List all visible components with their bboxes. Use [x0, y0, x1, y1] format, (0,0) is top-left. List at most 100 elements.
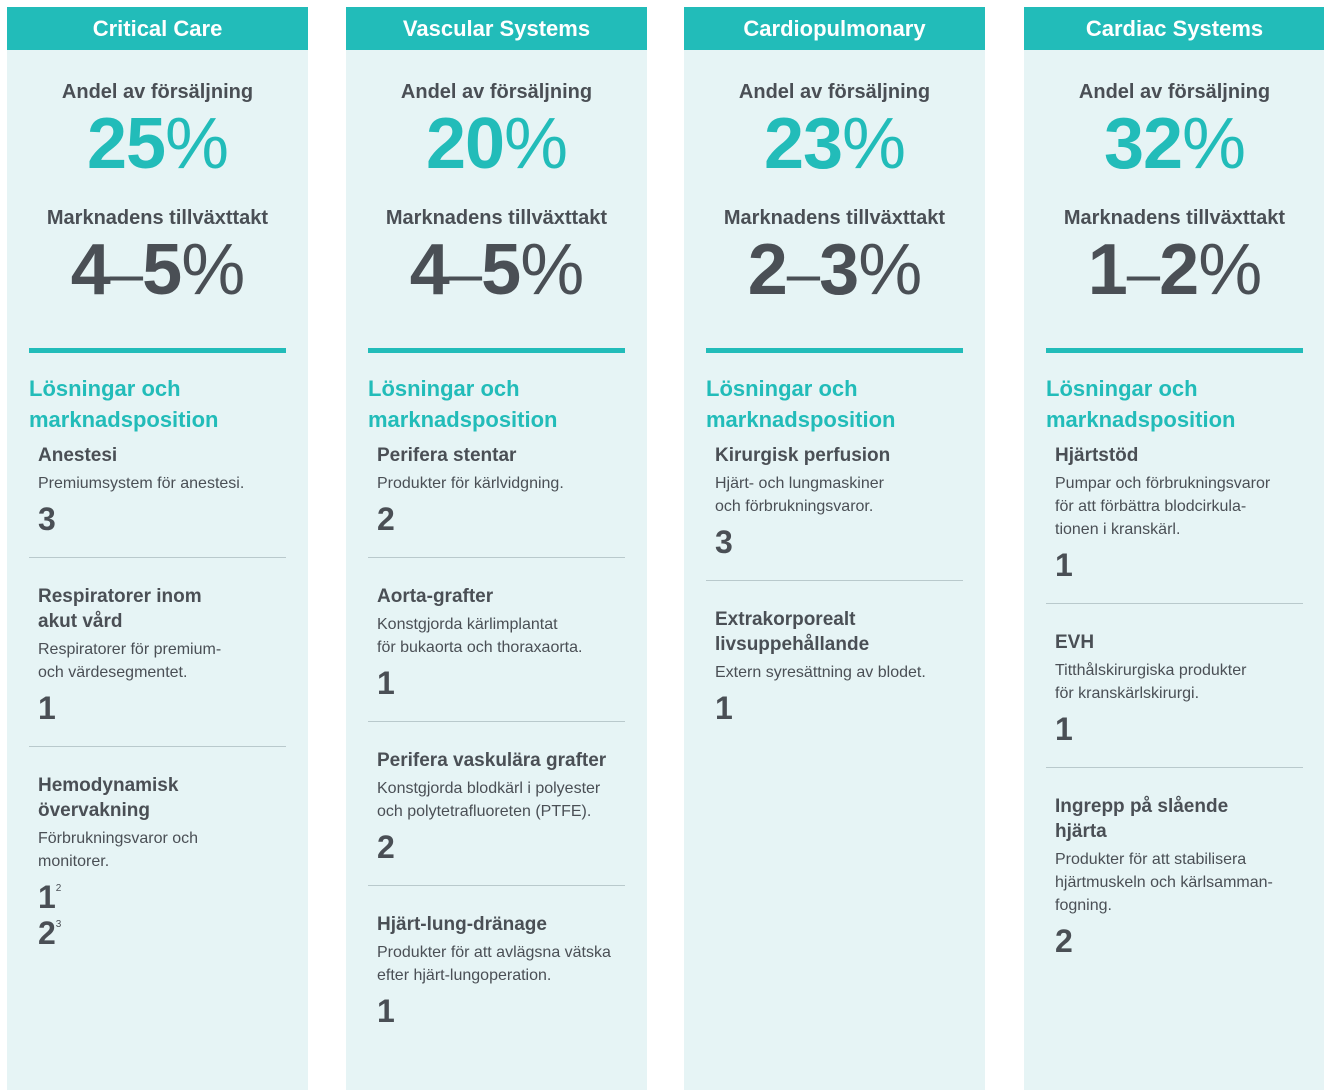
item-name: Aorta-grafter — [377, 584, 616, 609]
item-name: Kirurgisk perfusion — [715, 443, 954, 468]
item-description-line: för bukaorta och thoraxaorta. — [377, 639, 583, 656]
item-name-line: akut vård — [38, 611, 123, 632]
item-name-line: Hjärtstöd — [1055, 445, 1139, 466]
rank: 3 — [715, 524, 954, 560]
share-label: Andel av försäljning — [400, 81, 593, 103]
divider — [368, 348, 625, 353]
item-description-line: Respiratorer för premium- — [38, 641, 222, 658]
share-value: 25% — [7, 102, 308, 186]
rank-value: 1 — [715, 690, 733, 726]
item-description-line: Hjärt- och lungmaskiner — [715, 475, 884, 492]
growth-sep: – — [1126, 240, 1160, 307]
item-name-line: Hemodynamisk — [38, 775, 179, 796]
rank: 1 — [377, 665, 616, 701]
rank-note: 3 — [55, 919, 62, 930]
item-description-line: och polytetrafluoreten (PTFE). — [377, 803, 592, 820]
section-title-line: marknadsposition — [1046, 407, 1236, 432]
item-description: Extern syresättning av blodet. — [715, 661, 954, 684]
share-value: 23% — [684, 102, 985, 186]
item-description-line: och värdesegmentet. — [38, 664, 188, 681]
item-description-line: tionen i kranskärl. — [1055, 521, 1181, 538]
item-name-line: Anestesi — [38, 445, 118, 466]
item-description: Förbrukningsvaror och monitorer. — [38, 827, 277, 873]
item-description-line: fogning. — [1055, 897, 1112, 914]
growth-unit: % — [858, 230, 922, 310]
rank-value: 3 — [38, 501, 56, 537]
item-description-line: efter hjärt-lungoperation. — [377, 967, 552, 984]
item-description-line: och förbrukningsvaror. — [715, 498, 874, 515]
item: Hjärt-lung-dränage Produkter för att avlä… — [368, 886, 625, 1049]
item-name-line: Extrakorporealt — [715, 609, 856, 630]
share-label: Andel av försäljning — [61, 81, 254, 103]
growth-value: 1–2% — [1024, 228, 1324, 316]
item-name-line: Ingrepp på slående — [1055, 796, 1229, 817]
section-title: Lösningar och marknadsposition — [1046, 373, 1303, 435]
section-title-line: marknadsposition — [706, 407, 896, 432]
section-title-line: Lösningar och — [706, 376, 858, 401]
item-name: Ingrepp på slående hjärta — [1055, 794, 1294, 844]
item-description-line: Premiumsystem för anestesi. — [38, 475, 245, 492]
growth-label: Marknadens tillväxttakt — [1063, 207, 1286, 229]
share-value: 20% — [346, 102, 647, 186]
divider — [706, 348, 963, 353]
item-description: Pumpar och förbrukningsvaror för att förb… — [1055, 472, 1294, 541]
growth-high: 3 — [819, 230, 859, 310]
item-name: Anestesi — [38, 443, 277, 468]
share-number: 20 — [425, 104, 505, 184]
item-name-line: Hjärt-lung-dränage — [377, 914, 547, 935]
rank: 1 — [377, 993, 616, 1029]
item-name: Hemodynamisk övervakning — [38, 773, 277, 823]
item: Hjärtstöd Pumpar och förbrukningsvaror för… — [1046, 435, 1303, 604]
item: Perifera vaskulära grafter Konstgjorda bl… — [368, 722, 625, 886]
column: Cardiopulmonary Andel av försäljning 23% Ma… — [684, 7, 985, 1090]
item-name-line: Perifera vaskulära grafter — [377, 750, 607, 771]
item-name-line: Aorta-grafter — [377, 586, 494, 607]
section-title-line: Lösningar och — [1046, 376, 1198, 401]
growth-label: Marknadens tillväxttakt — [385, 207, 608, 229]
item: Perifera stentar Produkter för kärlvidgni… — [368, 435, 625, 558]
share-number: 32 — [1103, 104, 1183, 184]
item: Anestesi Premiumsystem för anestesi. 3 — [29, 435, 286, 558]
column-title: Critical Care — [7, 7, 308, 50]
item-description-line: Förbrukningsvaror och — [38, 830, 199, 847]
rank: 2 — [377, 501, 616, 537]
growth-low: 2 — [747, 230, 788, 310]
rank-value: 2 — [377, 829, 395, 865]
share-number: 23 — [763, 104, 843, 184]
column-title: Cardiac Systems — [1024, 7, 1324, 50]
item-description-line: Pumpar och förbrukningsvaror — [1055, 475, 1271, 492]
growth-value: 4–5% — [7, 228, 308, 316]
growth-low: 4 — [409, 230, 450, 310]
rank-note: 2 — [55, 883, 62, 894]
growth-label: Marknadens tillväxttakt — [723, 207, 946, 229]
rank: 3 — [38, 501, 277, 537]
rank: 23 — [38, 915, 277, 951]
section-title-line: Lösningar och — [368, 376, 520, 401]
item-name: EVH — [1055, 630, 1294, 655]
column-title: Cardiopulmonary — [684, 7, 985, 50]
growth-low: 4 — [70, 230, 111, 310]
item-description-line: för att förbättra blodcirkula- — [1055, 498, 1247, 515]
item-name-line: Respiratorer inom — [38, 586, 202, 607]
item: Aorta-grafter Konstgjorda kärlimplantat fö… — [368, 558, 625, 722]
rank-value: 2 — [377, 501, 395, 537]
growth-sep: – — [786, 240, 820, 307]
share-unit: % — [1182, 104, 1246, 184]
share-label: Andel av försäljning — [1078, 81, 1271, 103]
section-title: Lösningar och marknadsposition — [706, 373, 963, 435]
growth-unit: % — [181, 230, 245, 310]
item: Kirurgisk perfusion Hjärt- och lungmaskin… — [706, 435, 963, 581]
item-description-line: Produkter för att stabilisera — [1055, 851, 1247, 868]
item: EVH Titthålskirurgiska produkter för krans… — [1046, 604, 1303, 768]
rank-value: 1 — [38, 879, 56, 915]
item-name-line: hjärta — [1055, 821, 1107, 842]
item-name: Perifera vaskulära grafter — [377, 748, 616, 773]
column: Vascular Systems Andel av försäljning 20% M… — [346, 7, 647, 1090]
item-description: Produkter för att avlägsna vätska efter h… — [377, 941, 616, 987]
rank: 2 — [377, 829, 616, 865]
rank-value: 1 — [1055, 711, 1073, 747]
divider — [1046, 348, 1303, 353]
rank-value: 2 — [1055, 923, 1073, 959]
item-description-line: Konstgjorda kärlimplantat — [377, 616, 558, 633]
